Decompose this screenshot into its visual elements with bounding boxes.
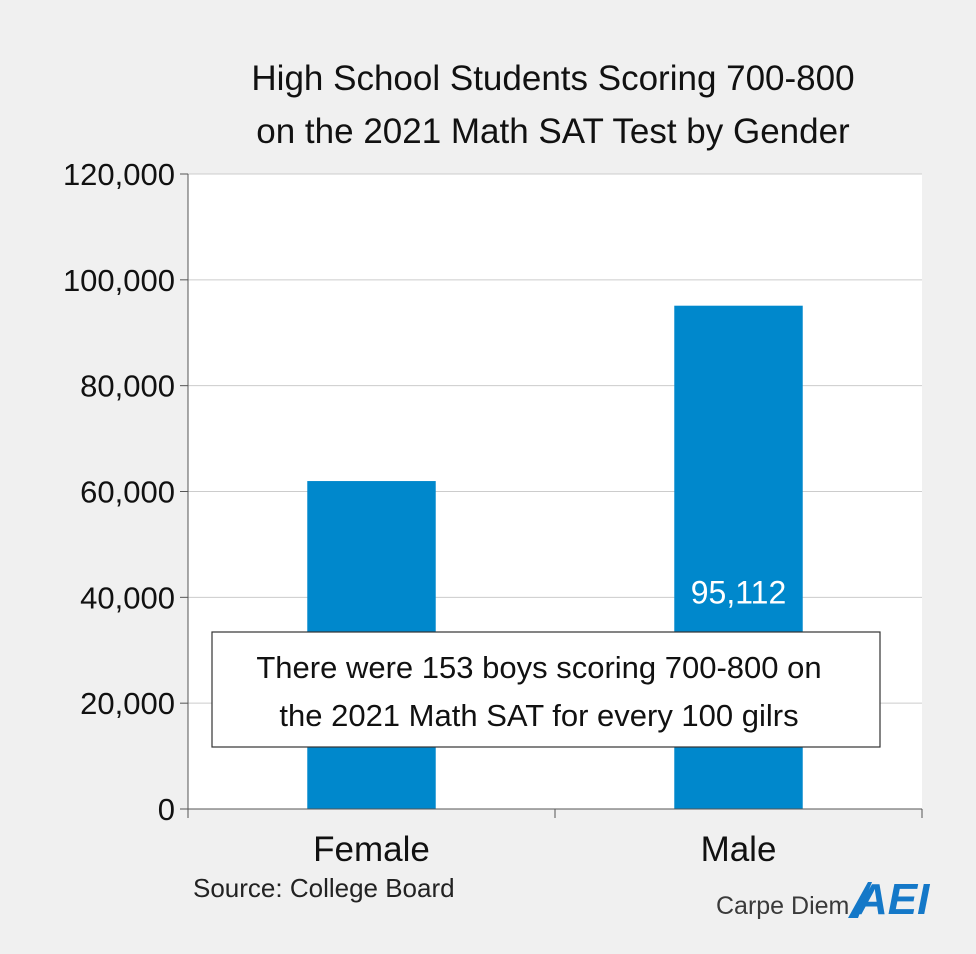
y-tick-label: 100,000 <box>63 263 175 298</box>
y-tick-label: 20,000 <box>80 686 175 721</box>
category-label-female: Female <box>313 830 430 869</box>
annotation-box <box>211 631 881 748</box>
y-tick-label: 120,000 <box>63 157 175 192</box>
y-tick-label: 60,000 <box>80 475 175 510</box>
aei-logo-text: AEI <box>855 875 930 924</box>
category-label-male: Male <box>701 830 777 869</box>
data-label-male: 95,112 <box>691 575 787 611</box>
chart-title-line-1: High School Students Scoring 700-800 <box>251 59 854 98</box>
source-note: Source: College Board <box>193 873 455 903</box>
annotation-line-2: the 2021 Math SAT for every 100 gilrs <box>279 698 798 733</box>
y-axis-ticks: 0 20,000 40,000 60,000 80,000 100,000 120,000 <box>63 157 188 827</box>
y-tick-label: 80,000 <box>80 369 175 404</box>
chart-title-line-2: on the 2021 Math SAT Test by Gender <box>256 112 850 151</box>
annotation-line-1: There were 153 boys scoring 700-800 on <box>256 650 821 685</box>
y-tick-label: 0 <box>158 792 175 827</box>
category-labels: Female Male <box>313 830 776 869</box>
brand-text: Carpe Diem <box>716 892 849 920</box>
y-tick-label: 40,000 <box>80 580 175 615</box>
aei-logo-icon: AEI <box>848 875 930 924</box>
